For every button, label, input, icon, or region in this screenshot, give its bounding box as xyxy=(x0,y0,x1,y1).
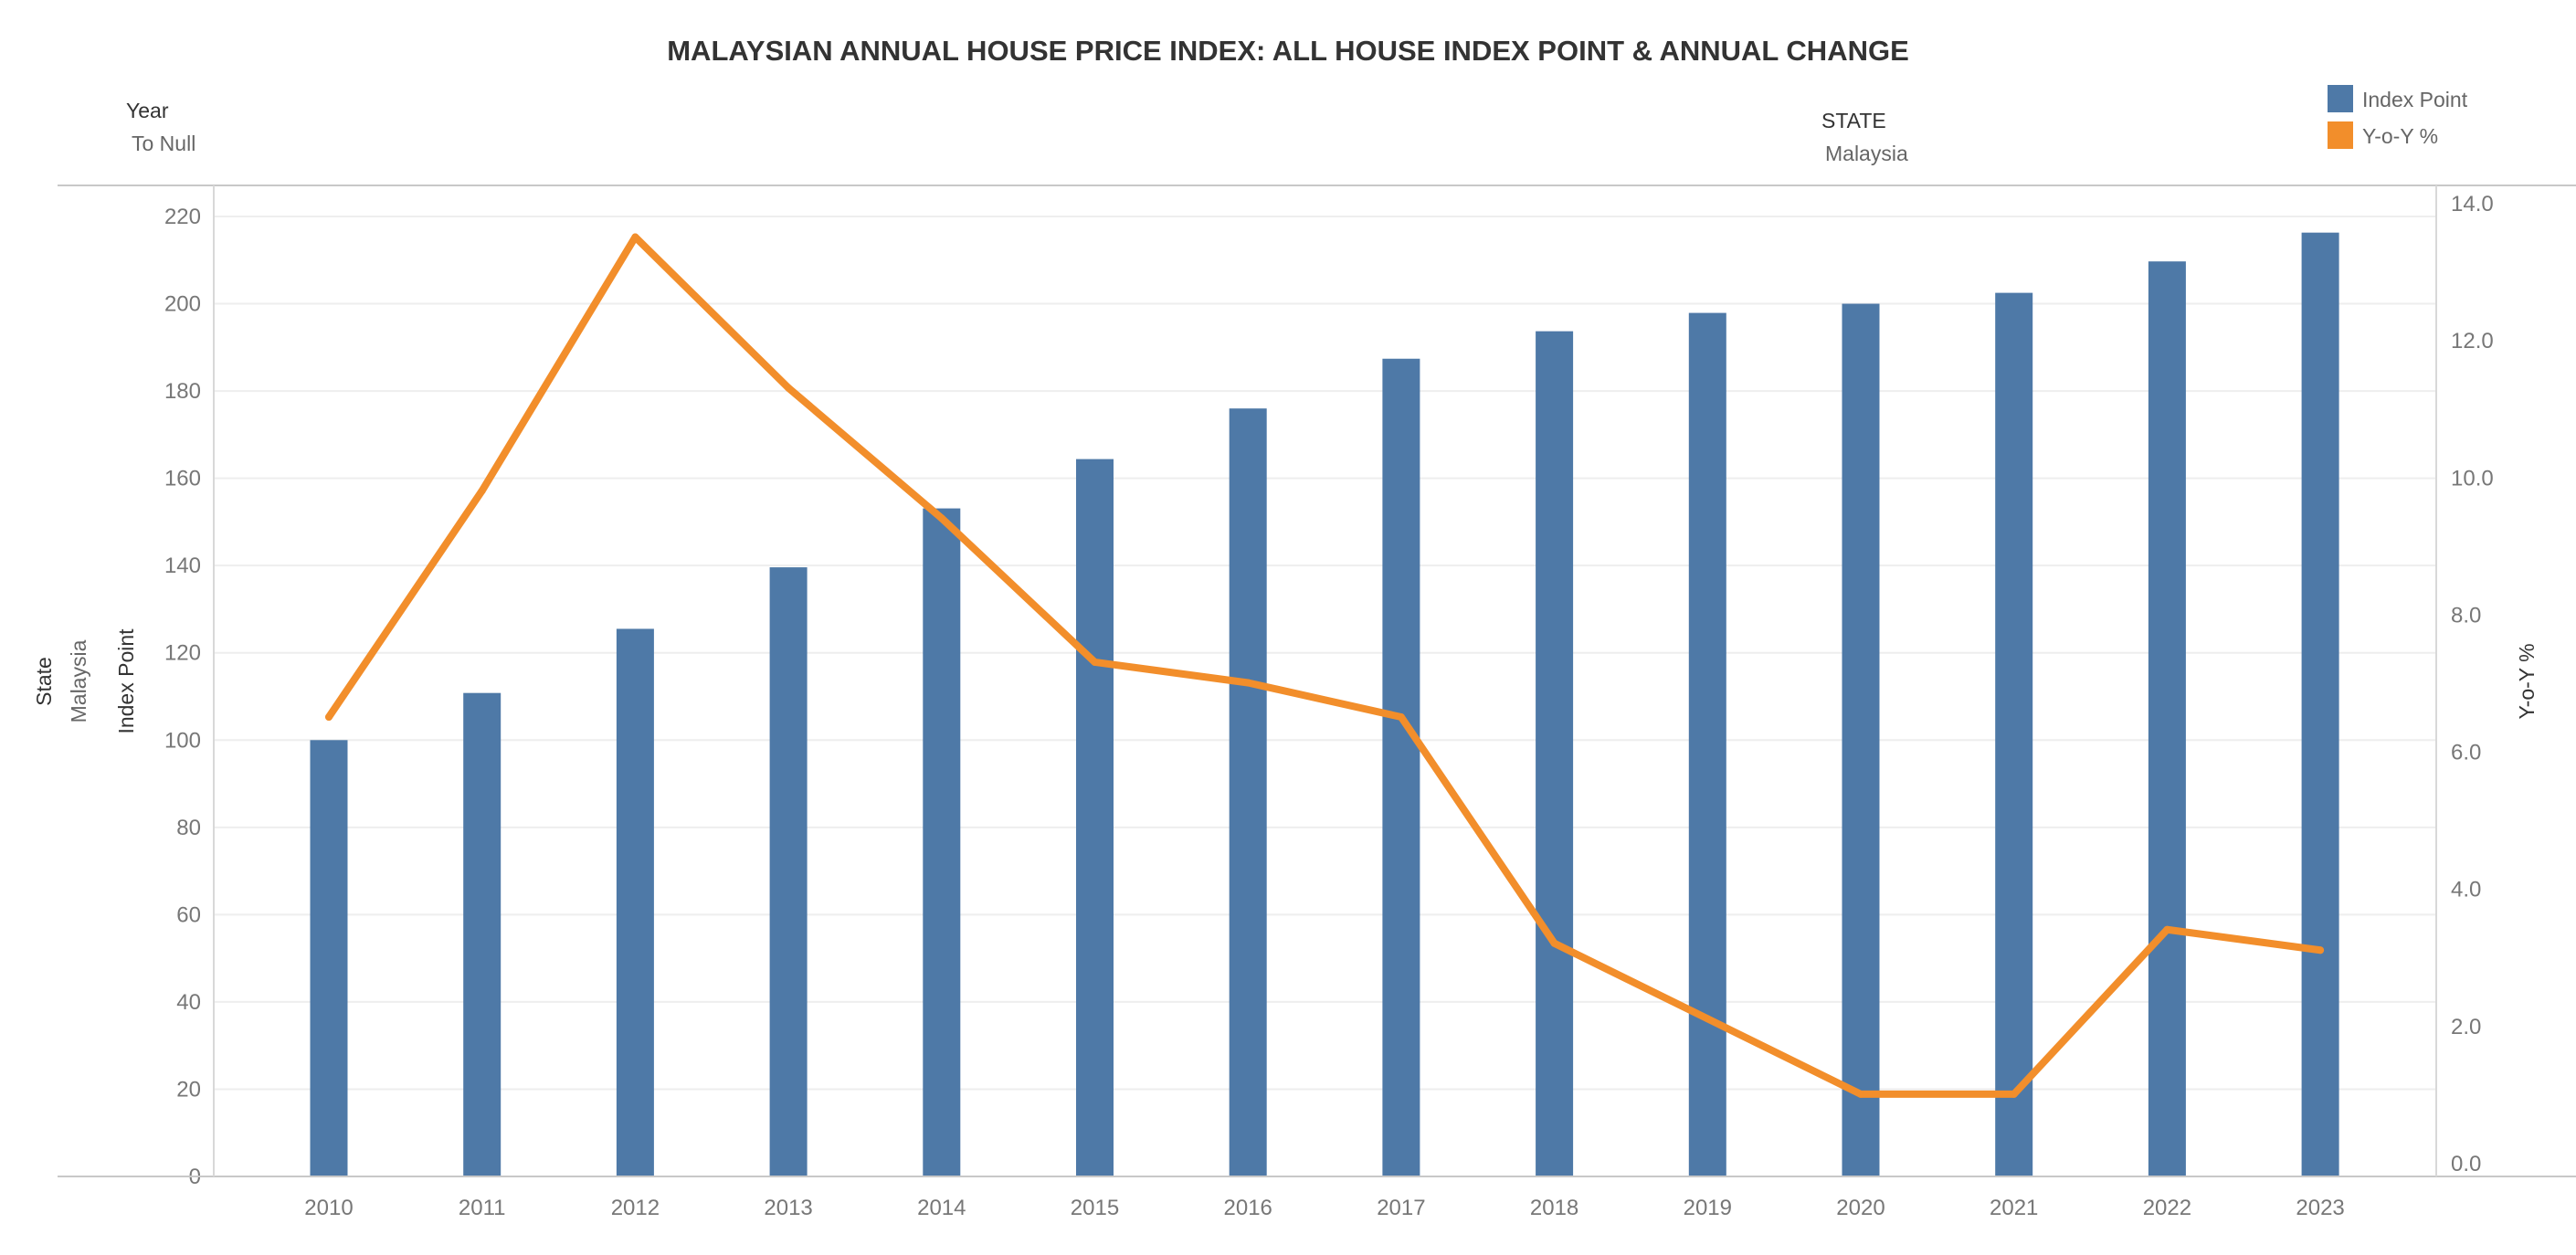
yoy-point-2018[interactable] xyxy=(1550,939,1558,947)
x-tick-label: 2016 xyxy=(1224,1196,1272,1220)
yoy-point-2019[interactable] xyxy=(1704,1015,1712,1023)
legend-label-index-point[interactable]: Index Point xyxy=(2362,88,2468,111)
x-tick-label: 2015 xyxy=(1071,1196,1119,1220)
bar-index-point-2019[interactable] xyxy=(1688,312,1726,1176)
yoy-point-2016[interactable] xyxy=(1244,679,1252,687)
bar-index-point-2011[interactable] xyxy=(463,692,501,1176)
bar-index-point-2021[interactable] xyxy=(1995,292,2033,1176)
legend-swatch-index-point[interactable] xyxy=(2328,85,2353,112)
y-axis-title: Index Point xyxy=(114,628,138,734)
yoy-point-2011[interactable] xyxy=(478,487,486,495)
yoy-line-group xyxy=(325,233,2325,1098)
y-tick-label: 140 xyxy=(164,554,201,578)
yoy-point-2010[interactable] xyxy=(325,713,333,722)
yoy-point-2014[interactable] xyxy=(937,514,945,522)
filter-year-value[interactable]: To Null xyxy=(132,132,195,155)
legend-swatch-yoy[interactable] xyxy=(2328,121,2353,149)
bar-index-point-2018[interactable] xyxy=(1536,331,1574,1176)
y-tick-label: 180 xyxy=(164,379,201,404)
y2-tick-label: 14.0 xyxy=(2451,192,2494,216)
x-tick-label: 2012 xyxy=(611,1196,660,1220)
yoy-point-2012[interactable] xyxy=(631,233,639,241)
x-tick-label: 2014 xyxy=(917,1196,966,1220)
x-tick-label: 2019 xyxy=(1684,1196,1732,1220)
right-axis-ticks: 0.0 2.0 4.0 6.0 8.0 10.0 12.0 14.0 xyxy=(2451,192,2494,1176)
y2-tick-label: 2.0 xyxy=(2451,1015,2481,1039)
bar-index-point-2022[interactable] xyxy=(2148,261,2186,1176)
y-tick-label: 120 xyxy=(164,641,201,666)
y2-tick-label: 4.0 xyxy=(2451,878,2481,902)
bar-index-point-2023[interactable] xyxy=(2301,232,2339,1176)
x-tick-label: 2018 xyxy=(1530,1196,1578,1220)
x-tick-label: 2022 xyxy=(2143,1196,2191,1220)
x-axis-ticks: 2010 2011 2012 2013 2014 2015 2016 2017 2018 2019… xyxy=(304,1196,2344,1220)
x-tick-label: 2010 xyxy=(304,1196,353,1220)
y-tick-label: 80 xyxy=(176,816,201,840)
filter-state-value[interactable]: Malaysia xyxy=(1825,142,1908,165)
bar-index-point-2015[interactable] xyxy=(1076,459,1114,1177)
bar-index-point-2012[interactable] xyxy=(616,628,654,1176)
bar-index-point-2014[interactable] xyxy=(923,508,961,1176)
filter-year-label: Year xyxy=(126,99,169,122)
chart-title: MALAYSIAN ANNUAL HOUSE PRICE INDEX: ALL … xyxy=(667,35,1909,67)
bars xyxy=(310,232,2339,1177)
yoy-point-2022[interactable] xyxy=(2163,925,2171,933)
legend: Index Point Y-o-Y % xyxy=(2328,85,2468,149)
row-header-label: State xyxy=(32,657,56,706)
x-tick-label: 2020 xyxy=(1836,1196,1884,1220)
gridlines xyxy=(214,216,2436,1091)
x-tick-label: 2021 xyxy=(1990,1196,2038,1220)
y2-tick-label: 0.0 xyxy=(2451,1152,2481,1176)
bar-index-point-2020[interactable] xyxy=(1842,303,1880,1177)
y-tick-label: 160 xyxy=(164,467,201,491)
x-tick-label: 2013 xyxy=(764,1196,812,1220)
y2-tick-label: 12.0 xyxy=(2451,329,2494,353)
y2-tick-label: 10.0 xyxy=(2451,466,2494,490)
y-tick-label: 100 xyxy=(164,728,201,753)
bar-index-point-2013[interactable] xyxy=(769,567,808,1176)
row-header-value: Malaysia xyxy=(67,639,90,722)
filter-state-label: STATE xyxy=(1821,109,1886,132)
x-tick-label: 2011 xyxy=(459,1196,506,1220)
y-tick-label: 20 xyxy=(176,1077,201,1102)
yoy-point-2020[interactable] xyxy=(1857,1090,1864,1098)
y-tick-label: 40 xyxy=(176,990,201,1015)
y2-tick-label: 6.0 xyxy=(2451,741,2481,765)
legend-label-yoy[interactable]: Y-o-Y % xyxy=(2362,124,2438,148)
yoy-point-2017[interactable] xyxy=(1397,713,1405,722)
y-tick-label: 200 xyxy=(164,292,201,317)
yoy-point-2021[interactable] xyxy=(2010,1090,2018,1098)
x-tick-label: 2023 xyxy=(2296,1196,2344,1220)
yoy-point-2015[interactable] xyxy=(1091,658,1099,666)
yoy-point-2013[interactable] xyxy=(785,384,793,392)
bar-index-point-2016[interactable] xyxy=(1229,408,1267,1176)
x-tick-label: 2017 xyxy=(1377,1196,1425,1220)
bar-index-point-2010[interactable] xyxy=(310,740,348,1176)
yoy-line[interactable] xyxy=(325,233,2325,1098)
yoy-point-2023[interactable] xyxy=(2317,946,2325,954)
y-tick-label: 60 xyxy=(176,902,201,927)
y-tick-label: 220 xyxy=(164,205,201,229)
y2-axis-title: Y-o-Y % xyxy=(2515,643,2539,719)
y2-tick-label: 8.0 xyxy=(2451,603,2481,628)
bar-index-point-2017[interactable] xyxy=(1382,358,1420,1176)
